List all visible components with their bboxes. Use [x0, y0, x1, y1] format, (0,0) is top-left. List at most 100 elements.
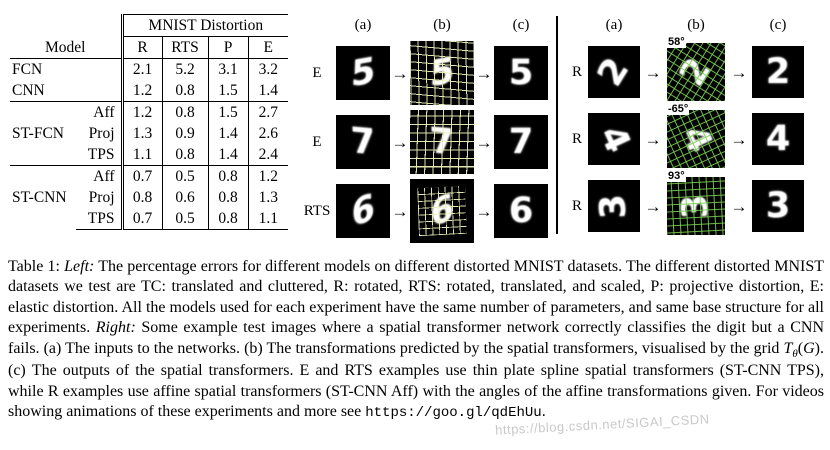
table-cell: 0.5: [161, 165, 208, 187]
row-label: R: [571, 63, 582, 80]
table-corner-cell: [10, 15, 122, 37]
grid-transform-image: 7: [410, 110, 474, 174]
col-label-a: (a): [354, 16, 372, 33]
table-cell: 0.5: [161, 208, 208, 230]
output-digit-image: 4: [752, 113, 804, 165]
table-cell: 5.2: [161, 58, 208, 80]
col-label-c: (c): [512, 16, 530, 33]
caption-text: .: [541, 403, 546, 421]
table-title-row: MNIST Distortion: [10, 14, 288, 37]
model-name: FCN: [12, 61, 43, 78]
caption-text: Some example test images where a spatial…: [8, 319, 824, 357]
math-theta-subscript: θ: [792, 348, 798, 361]
output-digit-image: 3: [752, 180, 804, 232]
input-digit-image: 6: [336, 184, 390, 238]
table-row-fcn: FCN 2.1 5.2 3.1 3.2: [10, 58, 288, 80]
model-variant: Aff: [76, 165, 122, 187]
output-digit-image: 6: [494, 184, 548, 238]
goo-gl-link[interactable]: https://goo.gl/qdEhUu: [365, 405, 542, 422]
table-cell: 0.8: [207, 165, 248, 187]
rotation-angle-label: -65°: [667, 103, 690, 115]
table-row-stfcn-tps: TPS 1.1 0.8 1.4 2.4: [10, 144, 288, 166]
table-header-row: Model R RTS P E: [10, 36, 288, 59]
caption-label: Table 1:: [8, 258, 65, 275]
table-cell: 2.6: [247, 123, 288, 144]
table-cell: 0.8: [120, 187, 162, 208]
table-cell: 0.9: [161, 123, 208, 144]
results-table: MNIST Distortion Model R RTS P E FCN 2.1…: [10, 14, 288, 230]
column-header-p: P: [207, 36, 248, 59]
table-cell: 1.3: [120, 123, 162, 144]
output-digit-image: 2: [752, 46, 804, 98]
row-label: R: [571, 197, 582, 214]
table-row-stfcn-aff: ST-FCN Aff 1.2 0.8 1.5 2.7: [10, 101, 288, 166]
table-cell: 0.8: [207, 208, 248, 230]
table-cell: 1.4: [247, 80, 288, 102]
col-label-a: (a): [605, 16, 623, 33]
model-variant: Aff: [76, 101, 122, 123]
model-variant: TPS: [76, 208, 122, 230]
output-digit-image: 5: [494, 46, 548, 100]
arrow-icon: →: [475, 201, 493, 221]
table-title: MNIST Distortion: [120, 14, 288, 37]
input-digit-image: 5: [336, 46, 390, 100]
table-cell: 2.4: [247, 144, 288, 166]
table-cell: 0.8: [161, 80, 208, 102]
row-label: E: [312, 133, 322, 150]
row-label: RTS: [303, 202, 331, 219]
math-T: T: [783, 339, 793, 357]
table-row-stfcn-proj: Proj 1.3 0.9 1.4 2.6: [10, 123, 288, 144]
arrow-icon: →: [391, 63, 409, 83]
col-label-b: (b): [687, 16, 705, 33]
table-cell: 3.2: [247, 58, 288, 80]
row-label: E: [312, 64, 322, 81]
table-cell: 2.1: [120, 58, 162, 80]
arrow-icon: →: [475, 132, 493, 152]
model-variant: TPS: [87, 146, 115, 163]
column-header-rts: RTS: [161, 36, 208, 59]
table-cell: 1.4: [207, 123, 248, 144]
grid-transform-image: 2: [667, 43, 725, 101]
grid-transform-image: 6: [410, 179, 474, 243]
figure-divider-line: [556, 16, 558, 234]
input-digit-image: 2: [588, 46, 640, 98]
model-variant: Proj: [88, 189, 115, 206]
caption-text: The percentage errors for different mode…: [8, 258, 825, 337]
table-cell: 1.3: [247, 187, 288, 208]
right-examples-figure: (a) (b) (c) R 2 → 58° 2 → 2 R 4 → -65° 4 →…: [566, 14, 804, 237]
arrow-icon: →: [730, 196, 748, 216]
arrow-icon: →: [391, 201, 409, 221]
table-cell: 1.5: [207, 80, 248, 102]
table-cell: 1.2: [247, 165, 288, 187]
model-group-name: ST-FCN: [10, 101, 76, 166]
table-cell: 1.2: [120, 80, 162, 102]
input-digit-image: 4: [588, 113, 640, 165]
model-column-header: Model: [10, 36, 122, 59]
col-label-b: (b): [433, 16, 451, 33]
arrow-icon: →: [644, 196, 662, 216]
table-cell: 3.1: [207, 58, 248, 80]
table-caption: Table 1: Left: The percentage errors for…: [8, 257, 824, 423]
model-group-name: ST-CNN: [10, 165, 76, 230]
grid-transform-image: 5: [410, 41, 474, 105]
output-digit-image: 7: [494, 115, 548, 169]
table-cell: 0.8: [161, 101, 208, 123]
grid-transform-image: 4: [667, 110, 725, 168]
caption-text: . (c) The outputs of the spatial transfo…: [8, 339, 824, 421]
caption-right-marker: Right:: [95, 319, 136, 337]
model-name: CNN: [12, 82, 45, 99]
model-variant: Proj: [88, 125, 115, 142]
arrow-icon: →: [730, 129, 748, 149]
grid-transform-image: 3: [667, 177, 725, 235]
row-label: R: [571, 130, 582, 147]
table-cell: 2.7: [247, 101, 288, 123]
math-G: G: [803, 339, 815, 357]
table-cell: 0.6: [161, 187, 208, 208]
table-row-stcnn-tps: TPS 0.7 0.5 0.8 1.1: [10, 208, 288, 230]
table-cell: 1.2: [120, 101, 162, 123]
table-cell: 0.7: [120, 208, 162, 230]
table-cell: 0.8: [161, 144, 208, 166]
middle-examples-figure: (a) (b) (c) E 5 → 5 → 5 E 7 → 7 → 7 RTS …: [298, 14, 548, 243]
input-digit-image: 3: [588, 180, 640, 232]
arrow-icon: →: [730, 62, 748, 82]
